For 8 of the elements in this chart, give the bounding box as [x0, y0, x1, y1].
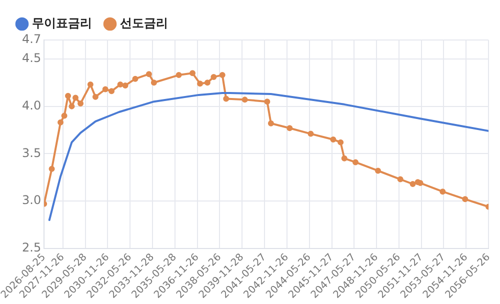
- y-tick-label: 4.7: [22, 32, 42, 46]
- y-tick-label: 3.5: [22, 146, 42, 160]
- y-tick-label: 2.5: [22, 240, 42, 255]
- y-tick-label: 4.5: [22, 51, 42, 66]
- y-tick-label: 4.0: [22, 98, 42, 112]
- legend-label: 무이표금리: [32, 16, 92, 30]
- y-tick-label: 3.0: [22, 193, 42, 208]
- legend-label: 선도금리: [120, 16, 168, 30]
